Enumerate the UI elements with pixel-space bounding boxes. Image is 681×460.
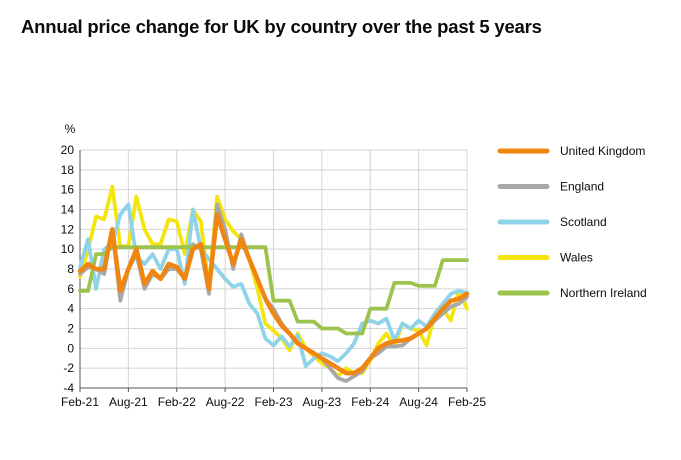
x-tick-label: Feb-21 xyxy=(61,395,99,409)
legend-label-england: England xyxy=(560,180,604,194)
x-tick-label: Feb-22 xyxy=(158,395,196,409)
legend-label-united-kingdom: United Kingdom xyxy=(560,144,645,158)
legend-label-wales: Wales xyxy=(560,251,593,265)
x-tick-label: Aug-23 xyxy=(303,395,342,409)
y-tick-label: 4 xyxy=(67,302,74,316)
y-tick-label: 14 xyxy=(61,203,75,217)
y-tick-label: 12 xyxy=(61,222,75,236)
series-line-united-kingdom xyxy=(77,212,470,376)
y-tick-label: 0 xyxy=(67,341,74,355)
x-tick-label: Feb-25 xyxy=(448,395,486,409)
y-tick-label: 18 xyxy=(61,163,75,177)
x-tick-label: Aug-24 xyxy=(399,395,438,409)
legend-label-scotland: Scotland xyxy=(560,215,607,229)
chart-title: Annual price change for UK by country ov… xyxy=(21,16,542,37)
legend-label-northern-ireland: Northern Ireland xyxy=(560,286,647,300)
series-line-northern-ireland xyxy=(78,245,469,336)
x-axis-ticks: Feb-21 Aug-21 Feb-22 Aug-22 Feb-23 Aug-23 Feb-… xyxy=(61,388,486,409)
series-lines xyxy=(77,184,470,384)
y-tick-label: 20 xyxy=(61,143,75,157)
y-tick-label: 10 xyxy=(61,242,75,256)
y-axis-ticks: -4 -2 0 2 4 6 8 10 12 14 16 18 20 xyxy=(61,143,75,395)
series-line-england xyxy=(78,202,469,384)
y-tick-label: 2 xyxy=(67,322,74,336)
x-tick-label: Aug-21 xyxy=(109,395,148,409)
y-axis-unit-label: % xyxy=(65,122,76,136)
y-tick-label: 8 xyxy=(67,262,74,276)
y-tick-label: -2 xyxy=(63,361,74,375)
series-line-scotland xyxy=(78,202,469,369)
x-tick-label: Aug-22 xyxy=(206,395,245,409)
y-tick-label: -4 xyxy=(63,381,74,395)
y-tick-label: 6 xyxy=(67,282,74,296)
x-tick-label: Feb-23 xyxy=(254,395,292,409)
y-tick-label: 16 xyxy=(61,183,75,197)
legend: United Kingdom England Scotland Wales Northe… xyxy=(497,144,647,300)
x-tick-label: Feb-24 xyxy=(351,395,389,409)
